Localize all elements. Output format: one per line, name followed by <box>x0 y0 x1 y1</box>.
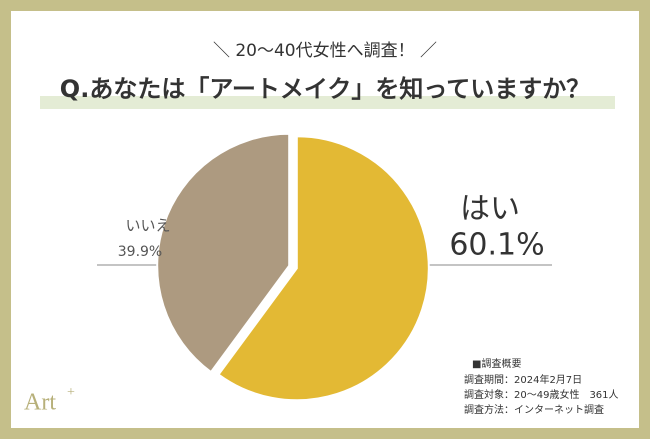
logo: Art <box>24 390 56 416</box>
notes-heading: ■調査概要 <box>472 357 521 370</box>
title-highlight <box>40 96 615 109</box>
notes-line: 調査方法：インターネット調査 <box>464 403 604 416</box>
chart-title: Q.あなたは「アートメイク」を知っていますか？ <box>60 75 590 103</box>
category-label: はい <box>460 192 520 227</box>
category-label: いいえ <box>125 217 170 235</box>
logo-sup: + <box>67 385 75 400</box>
notes-line: 調査対象：20〜49歳女性 361人 <box>464 388 619 401</box>
notes-line: 調査期間：2024年2月7日 <box>464 373 582 386</box>
pie-slice <box>217 135 430 402</box>
subtitle: ＼ 20〜40代女性へ調査！ ／ <box>213 41 437 61</box>
value-label: 60.1% <box>449 228 544 263</box>
value-label: 39.9% <box>118 244 162 260</box>
pie-slice <box>156 132 291 374</box>
